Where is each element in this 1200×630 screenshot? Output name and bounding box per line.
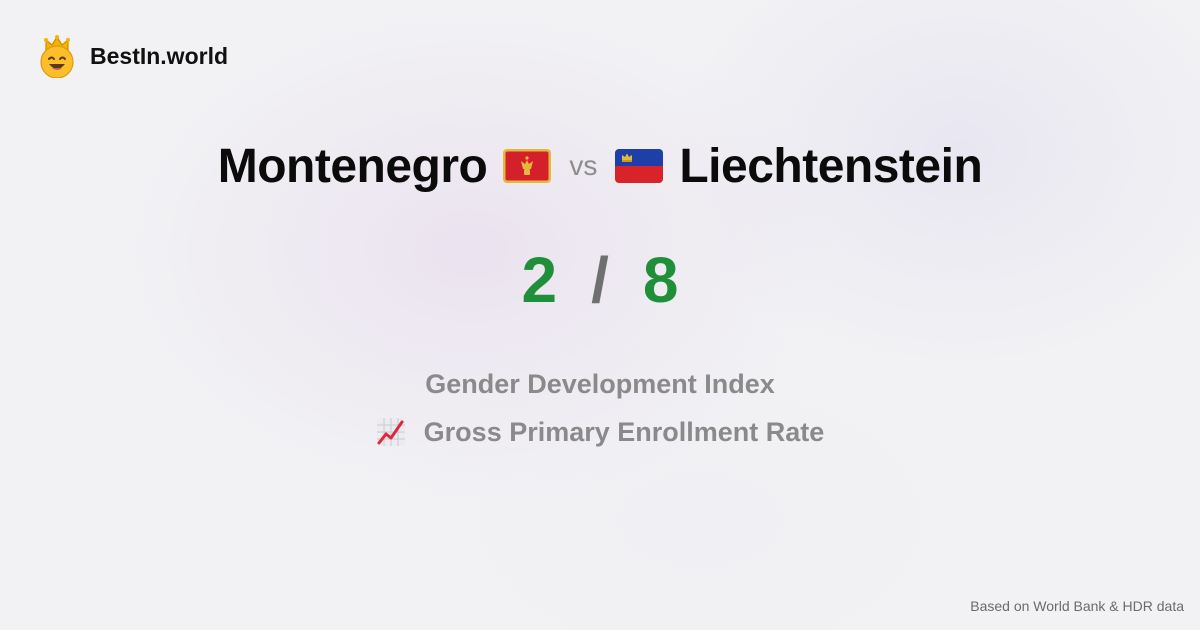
montenegro-flag-icon xyxy=(503,149,552,183)
left-country-name[interactable]: Montenegro xyxy=(217,139,488,193)
left-score: 2 xyxy=(521,244,558,316)
vs-label: vs xyxy=(569,150,598,181)
crowned-smiley-icon xyxy=(40,35,74,78)
brand[interactable]: BestIn.world xyxy=(38,34,228,78)
metric-item: Gross Primary Enrollment Rate xyxy=(0,412,1200,452)
metric-label: Gender Development Index xyxy=(425,368,775,399)
score-separator: / xyxy=(591,244,609,316)
comparison-title: Montenegro vs Liechtenstein xyxy=(0,136,1200,196)
right-country-name[interactable]: Liechtenstein xyxy=(679,139,983,193)
liechtenstein-flag-icon xyxy=(615,149,664,183)
data-source-note: Based on World Bank & HDR data xyxy=(970,598,1184,614)
chart-increasing-icon xyxy=(376,418,405,446)
metric-item: Gender Development Index xyxy=(0,364,1200,404)
brand-name: BestIn.world xyxy=(90,42,229,69)
score: 2 / 8 xyxy=(0,244,1200,316)
right-score: 8 xyxy=(642,244,679,316)
metric-label: Gross Primary Enrollment Rate xyxy=(423,416,825,447)
